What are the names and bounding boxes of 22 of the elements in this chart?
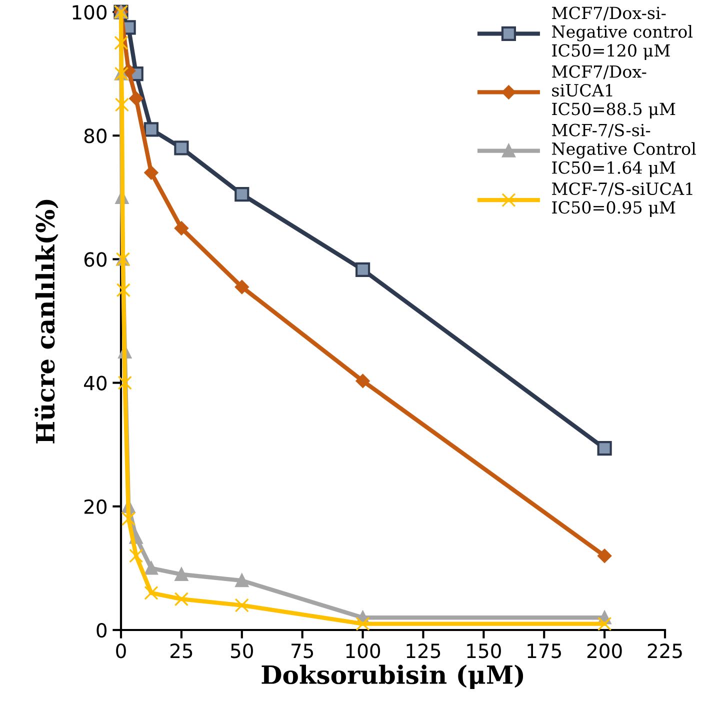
x-tick-label: 150 (467, 644, 501, 658)
x-tick-label: 225 (648, 644, 682, 658)
x-tick-label: 50 (231, 644, 253, 658)
y-tick-label: 0 (96, 622, 107, 638)
x-axis-title: Doksorubisin (μM) (262, 664, 524, 689)
y-tick-label: 80 (84, 128, 107, 144)
x-tick-label: 200 (587, 644, 622, 658)
x-tick-label: 100 (346, 644, 380, 658)
x-tick-label: 125 (406, 644, 440, 658)
y-tick-label: 100 (72, 4, 107, 20)
x-tick-label: 25 (170, 644, 192, 658)
legend-label: MCF7/Dox-si- Negative control IC50=120 μM (552, 6, 692, 60)
legend-label: MCF7/Dox- siUCA1 IC50=88.5 μM (552, 65, 676, 118)
y-tick-label: 20 (84, 499, 107, 514)
y-axis-title: Hücre canlılık(%) (34, 200, 58, 444)
x-tick-label: 0 (116, 644, 126, 658)
y-tick-label: 40 (84, 376, 107, 390)
y-tick-label: 60 (84, 252, 107, 267)
legend-label: MCF-7/S-si- Negative Control IC50=1.64 μM (552, 124, 696, 178)
x-tick-label: 75 (292, 644, 314, 658)
x-tick-label: 175 (528, 644, 561, 658)
legend-label: MCF-7/S-siUCA1 IC50=0.95 μM (552, 182, 692, 217)
